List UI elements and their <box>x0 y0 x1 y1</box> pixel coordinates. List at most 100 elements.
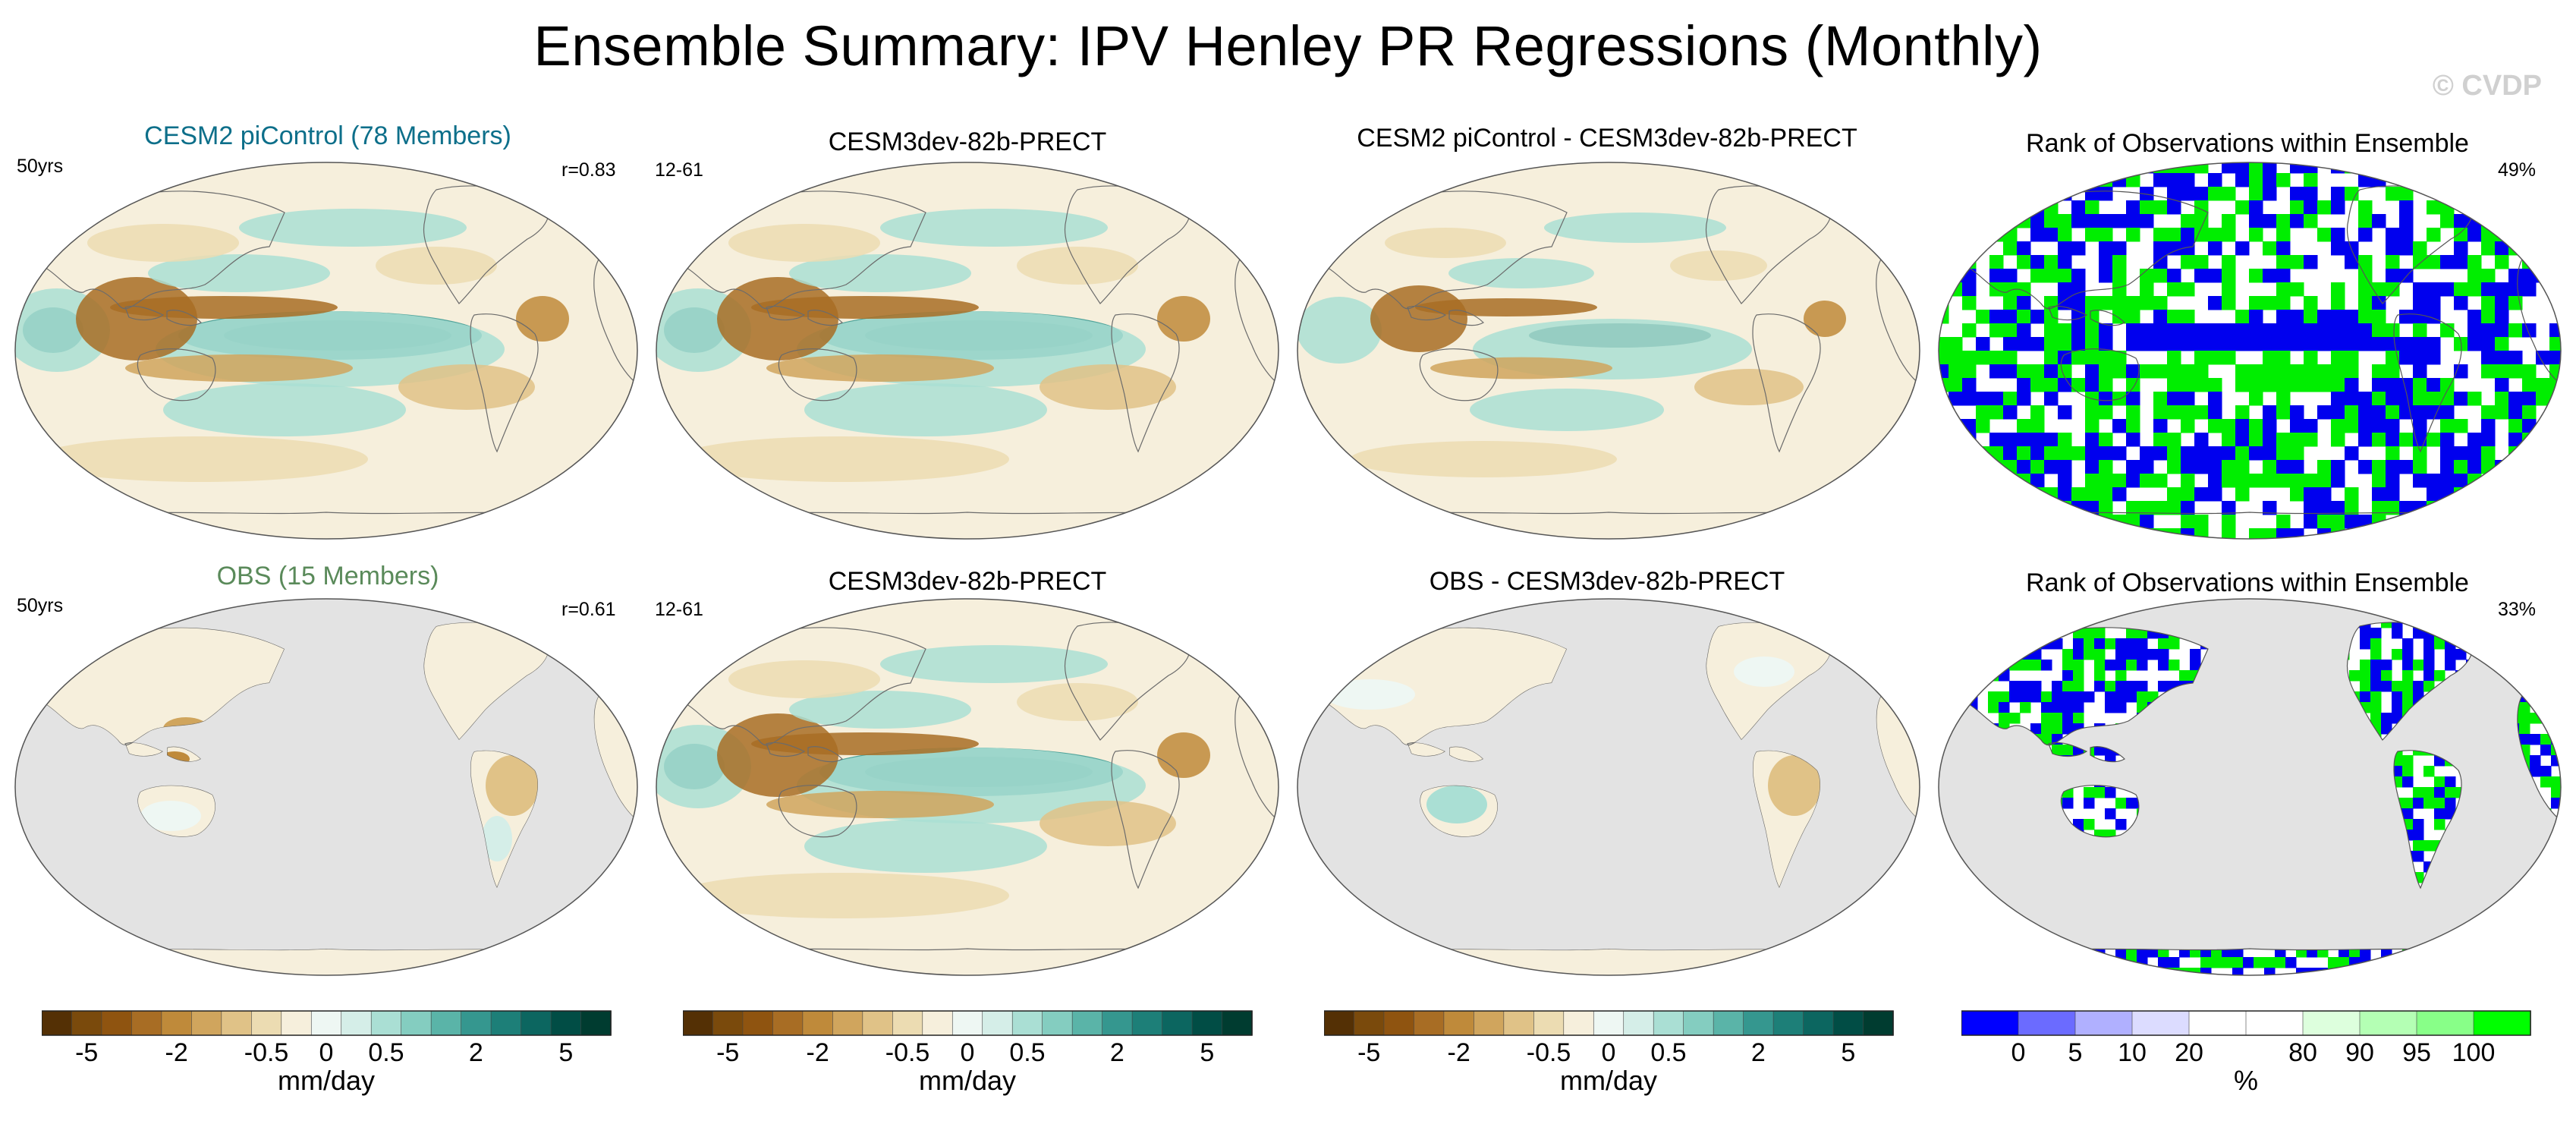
rank-cell <box>2126 214 2140 228</box>
rank-cell <box>2290 214 2304 228</box>
rank-cell <box>2003 528 2018 539</box>
rank-cell <box>2126 228 2140 242</box>
rank-cell <box>2549 323 2561 338</box>
rank-cell <box>2235 173 2250 187</box>
rank-cell <box>2454 296 2468 310</box>
rank-cell <box>2153 228 2168 242</box>
rank-cell <box>2222 419 2236 433</box>
coastline-greenland <box>1823 176 1860 203</box>
rank-cell <box>2030 378 2045 392</box>
rank-cell <box>2331 200 2345 215</box>
rank-cell <box>2071 542 2086 543</box>
rank-cell <box>2153 501 2168 515</box>
colorbar-swatch <box>832 1010 863 1036</box>
rank-cell <box>2126 378 2140 392</box>
rank-cell <box>2358 323 2373 338</box>
field-contour <box>1804 301 1846 337</box>
rank-cell <box>2290 187 2304 201</box>
rank-cell <box>2427 173 2441 187</box>
rank-cell <box>1939 925 1946 937</box>
rank-cell <box>2563 419 2565 433</box>
rank-cell <box>2030 691 2042 703</box>
rank-cell <box>2263 433 2277 447</box>
rank-cell <box>2052 745 2063 756</box>
rank-cell <box>2530 628 2541 639</box>
rank-cell <box>2290 364 2304 379</box>
rank-cell <box>1949 487 1963 502</box>
rank-cell <box>2477 649 2488 660</box>
rank-cell <box>2481 241 2496 256</box>
rank-cell <box>2331 187 2345 201</box>
rank-cell <box>2062 691 2074 703</box>
rank-cell <box>2440 446 2455 461</box>
rank-cell <box>2445 957 2456 968</box>
colorbar-swatch <box>1042 1010 1073 1036</box>
map-border <box>1938 162 2562 540</box>
field-contour <box>87 224 239 262</box>
rank-cell <box>2105 638 2116 650</box>
rank-cell <box>2003 214 2018 228</box>
rank-cell <box>2392 968 2403 975</box>
rank-cell <box>2071 162 2086 174</box>
rank-cell <box>2540 978 2552 979</box>
land-field-contour <box>1426 786 1487 823</box>
field-contour <box>880 209 1108 247</box>
rank-cell <box>2434 798 2445 809</box>
rank-cell <box>2058 282 2072 297</box>
rank-cell <box>2235 241 2250 256</box>
rank-cell <box>2062 649 2074 660</box>
rank-cell <box>2381 681 2392 692</box>
rank-cell <box>2194 460 2209 474</box>
rank-cell <box>2058 255 2072 269</box>
rank-cell <box>2530 596 2541 607</box>
rank-cell <box>2358 282 2373 297</box>
rank-cell <box>2153 419 2168 433</box>
rank-cell <box>2331 323 2345 338</box>
rank-cell <box>2372 337 2386 351</box>
rank-cell <box>2044 392 2059 406</box>
rank-cell <box>2009 946 2021 958</box>
rank-cell <box>2399 200 2414 215</box>
rank-cell <box>2030 660 2042 671</box>
rank-cell <box>2153 364 2168 379</box>
colorbar-tick-label: -5 <box>1357 1038 1380 1067</box>
rank-cell <box>1967 946 1978 958</box>
colorbar-tick-label: 100 <box>2452 1038 2496 1067</box>
rank-cell <box>2508 904 2520 915</box>
rank-cell <box>2467 323 2482 338</box>
field-contour <box>1297 297 1382 364</box>
rank-cell <box>2017 310 2031 324</box>
rank-cell <box>2115 702 2127 713</box>
rank-cell <box>2349 957 2361 968</box>
rank-cell <box>2445 787 2456 798</box>
rank-cell <box>2508 925 2520 937</box>
rank-cell <box>2099 405 2113 420</box>
rank-cell <box>1939 915 1946 926</box>
rank-cell <box>2358 405 2373 420</box>
rank-cell <box>2402 755 2414 767</box>
rank-cell <box>2445 617 2456 628</box>
rank-cell <box>2562 745 2565 756</box>
rank-cell <box>1977 946 1989 958</box>
colorbar-tick-label: -5 <box>716 1038 739 1067</box>
rank-cell <box>2041 638 2052 650</box>
coastline-maritime <box>2048 305 2125 326</box>
rank-cell <box>2167 392 2181 406</box>
rank-cell <box>2413 851 2424 862</box>
rank-cell <box>2563 187 2565 201</box>
colorbar-tick-label: 10 <box>2118 1038 2147 1067</box>
rank-cell <box>2085 487 2099 502</box>
rank-cell <box>2071 446 2086 461</box>
rank-cell <box>2099 460 2113 474</box>
rank-cell <box>2085 323 2099 338</box>
rank-cell <box>1977 649 1989 660</box>
rank-cell <box>1949 419 1963 433</box>
rank-cell <box>2140 528 2154 539</box>
rank-cell <box>2235 419 2250 433</box>
rank-cell <box>2440 214 2455 228</box>
rank-cell <box>2263 337 2277 351</box>
rank-cell <box>1956 681 1967 692</box>
rank-cell <box>1945 946 1957 958</box>
rank-cell <box>1945 649 1957 660</box>
rank-cell <box>2304 296 2318 310</box>
